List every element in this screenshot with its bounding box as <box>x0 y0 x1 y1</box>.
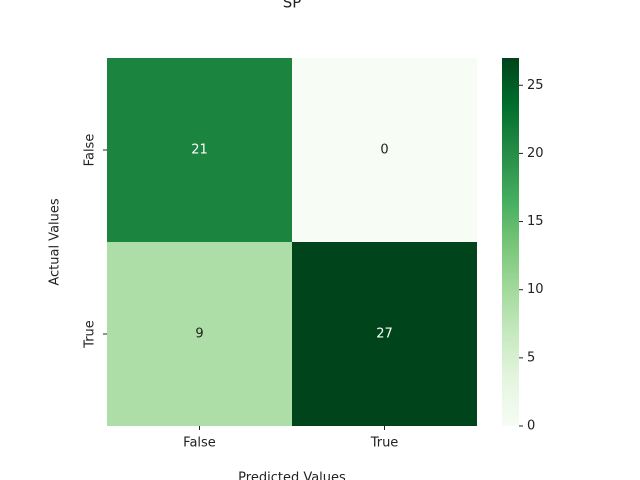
colorbar-tick-label: 15 <box>527 214 544 229</box>
x-tick-label: True <box>370 436 399 451</box>
y-tick-label: False <box>83 134 98 167</box>
colorbar <box>502 58 519 426</box>
colorbar-tick-label: 20 <box>527 146 544 161</box>
colorbar-tick-label: 5 <box>527 350 535 365</box>
colorbar-tick-label: 25 <box>527 78 544 93</box>
colorbar-tick-label: 10 <box>527 282 544 297</box>
y-tick-label: True <box>83 320 98 349</box>
colorbar-tick-label: 0 <box>527 419 535 434</box>
cell-label: 21 <box>191 143 208 158</box>
x-tick-label: False <box>183 436 216 451</box>
heatmap-cell <box>292 58 477 242</box>
cell-label: 9 <box>195 327 203 342</box>
chart-title: SP <box>283 0 302 12</box>
heatmap-cell <box>107 58 292 242</box>
heatmap-cell <box>292 242 477 426</box>
cell-label: 27 <box>376 327 393 342</box>
heatmap-cell <box>107 242 292 426</box>
cell-label: 0 <box>380 143 388 158</box>
x-axis-label: Predicted Values <box>238 471 346 480</box>
y-axis-label: Actual Values <box>48 198 63 286</box>
